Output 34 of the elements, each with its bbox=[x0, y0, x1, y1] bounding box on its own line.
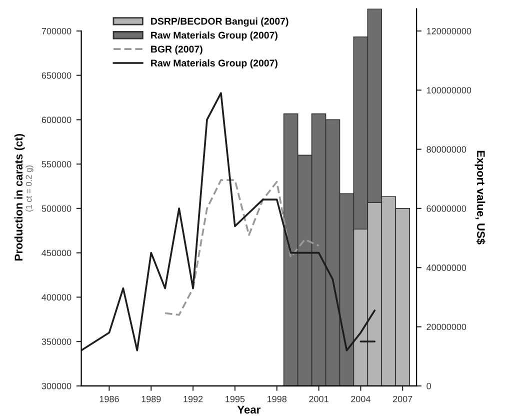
x-axis-title: Year bbox=[237, 406, 260, 414]
y-tick-label: 500000 bbox=[42, 205, 72, 212]
y-tick-label: 350000 bbox=[42, 338, 72, 345]
y-tick-label: 450000 bbox=[42, 250, 72, 256]
x-tick-label: 1998 bbox=[268, 396, 287, 402]
x-tick-label: 2004 bbox=[351, 396, 370, 402]
legend-label: Raw Materials Group (2007) bbox=[151, 32, 278, 41]
y-tick-label: 600000 bbox=[42, 116, 72, 124]
line-series bbox=[164, 179, 320, 316]
y-tick-label: 550000 bbox=[42, 161, 72, 168]
y-axis-title: Production in carats (ct) bbox=[14, 134, 25, 260]
y2-tick-label: 100000000 bbox=[426, 87, 472, 94]
text: (1 ct = 0.2 g) bbox=[26, 166, 34, 212]
y2-tick-label: 60000000 bbox=[426, 205, 466, 212]
y2-tick-label: 20000000 bbox=[426, 324, 466, 330]
x-tick-label: 2001 bbox=[309, 396, 328, 402]
x-tick-label: 2007 bbox=[393, 396, 412, 402]
y-tick-label: 700000 bbox=[42, 28, 72, 34]
y2-tick-label: 80000000 bbox=[426, 146, 466, 153]
y-tick-label: 650000 bbox=[42, 72, 72, 79]
y2-axis-title: Export value, US$ bbox=[474, 150, 486, 244]
y2-tick-label: 40000000 bbox=[426, 264, 466, 271]
x-tick-label: 1989 bbox=[142, 396, 161, 402]
x-tick-label: 1992 bbox=[184, 396, 203, 402]
line-series bbox=[81, 92, 376, 352]
legend-label: Raw Materials Group (2007) bbox=[151, 59, 278, 68]
y2-tick-label: 120000000 bbox=[426, 28, 472, 34]
legend-label: DSRP/BECDOR Bangui (2007) bbox=[151, 18, 288, 27]
x-tick-label: 1995 bbox=[226, 396, 245, 402]
y2-tick-label: 0 bbox=[426, 382, 431, 390]
y-tick-label: 300000 bbox=[42, 382, 72, 390]
x-tick-label: 1986 bbox=[100, 396, 119, 402]
y-tick-label: 400000 bbox=[42, 294, 72, 301]
legend-label: BGR (2007) bbox=[151, 45, 202, 55]
